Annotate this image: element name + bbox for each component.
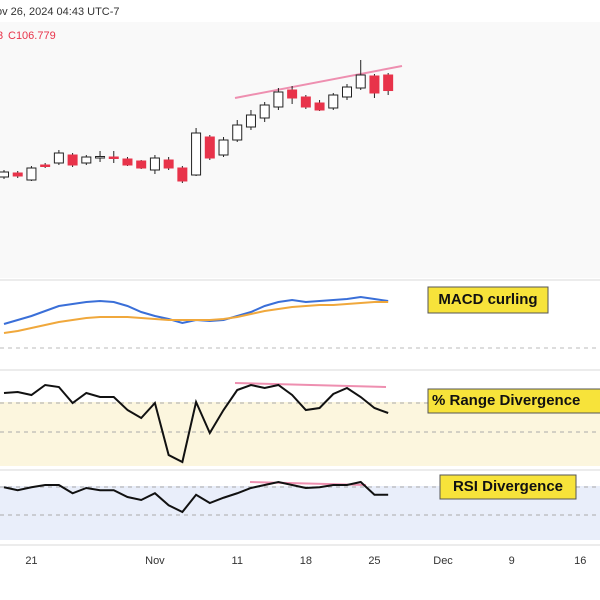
candle-body (177, 167, 188, 182)
candle-body (204, 136, 215, 159)
candle-body (259, 104, 270, 119)
candle-body (314, 102, 325, 111)
x-tick-label: 21 (25, 555, 37, 567)
x-tick-label: 11 (232, 555, 243, 567)
indicator-line (3, 301, 389, 334)
candle-body (0, 171, 9, 178)
timestamp: ov 26, 2024 04:43 UTC-7 (0, 6, 120, 18)
x-tick-label: 16 (574, 555, 586, 567)
candle-body (328, 94, 339, 109)
indicator-line (3, 383, 389, 464)
candle-body (355, 74, 366, 89)
candle-body (342, 86, 352, 98)
candle-body (245, 114, 256, 128)
candle-body (81, 156, 92, 164)
candle-body (122, 158, 133, 166)
candle-body (53, 152, 64, 164)
annotation-box (427, 286, 549, 314)
candle-body (383, 74, 394, 92)
candle-body (136, 160, 147, 169)
candle-body (95, 156, 106, 159)
candle-body (232, 124, 243, 141)
x-tick-label: Nov (145, 555, 165, 567)
ohlc-label: C106.779 (8, 30, 56, 42)
price-panel (0, 22, 600, 278)
candle-body (163, 159, 174, 169)
candle-body (218, 139, 229, 156)
divergence-line (234, 382, 387, 388)
candle-body (191, 132, 202, 176)
x-tick-label: 9 (509, 555, 515, 567)
candle-body (67, 154, 78, 166)
candle-body (12, 172, 23, 177)
annotation-box (439, 474, 577, 500)
x-tick-label: 18 (300, 555, 312, 567)
candle-body (40, 164, 51, 167)
annotation: % Range Divergence (432, 392, 580, 409)
candle-body (108, 156, 119, 159)
trend-line (234, 65, 403, 99)
annotation-box (427, 388, 600, 414)
candle-body (369, 75, 380, 94)
candle-body (273, 91, 284, 108)
candle-body (300, 96, 311, 108)
x-tick-label: Dec (433, 555, 453, 567)
candle-body (287, 89, 298, 99)
x-tick-label: 25 (368, 555, 380, 567)
ohlc-label: 3 (0, 30, 3, 42)
annotation: MACD curling (438, 291, 537, 308)
candle-body (26, 167, 37, 181)
candle-body (149, 157, 160, 171)
annotation: RSI Divergence (453, 478, 563, 495)
indicator-line (3, 480, 389, 514)
